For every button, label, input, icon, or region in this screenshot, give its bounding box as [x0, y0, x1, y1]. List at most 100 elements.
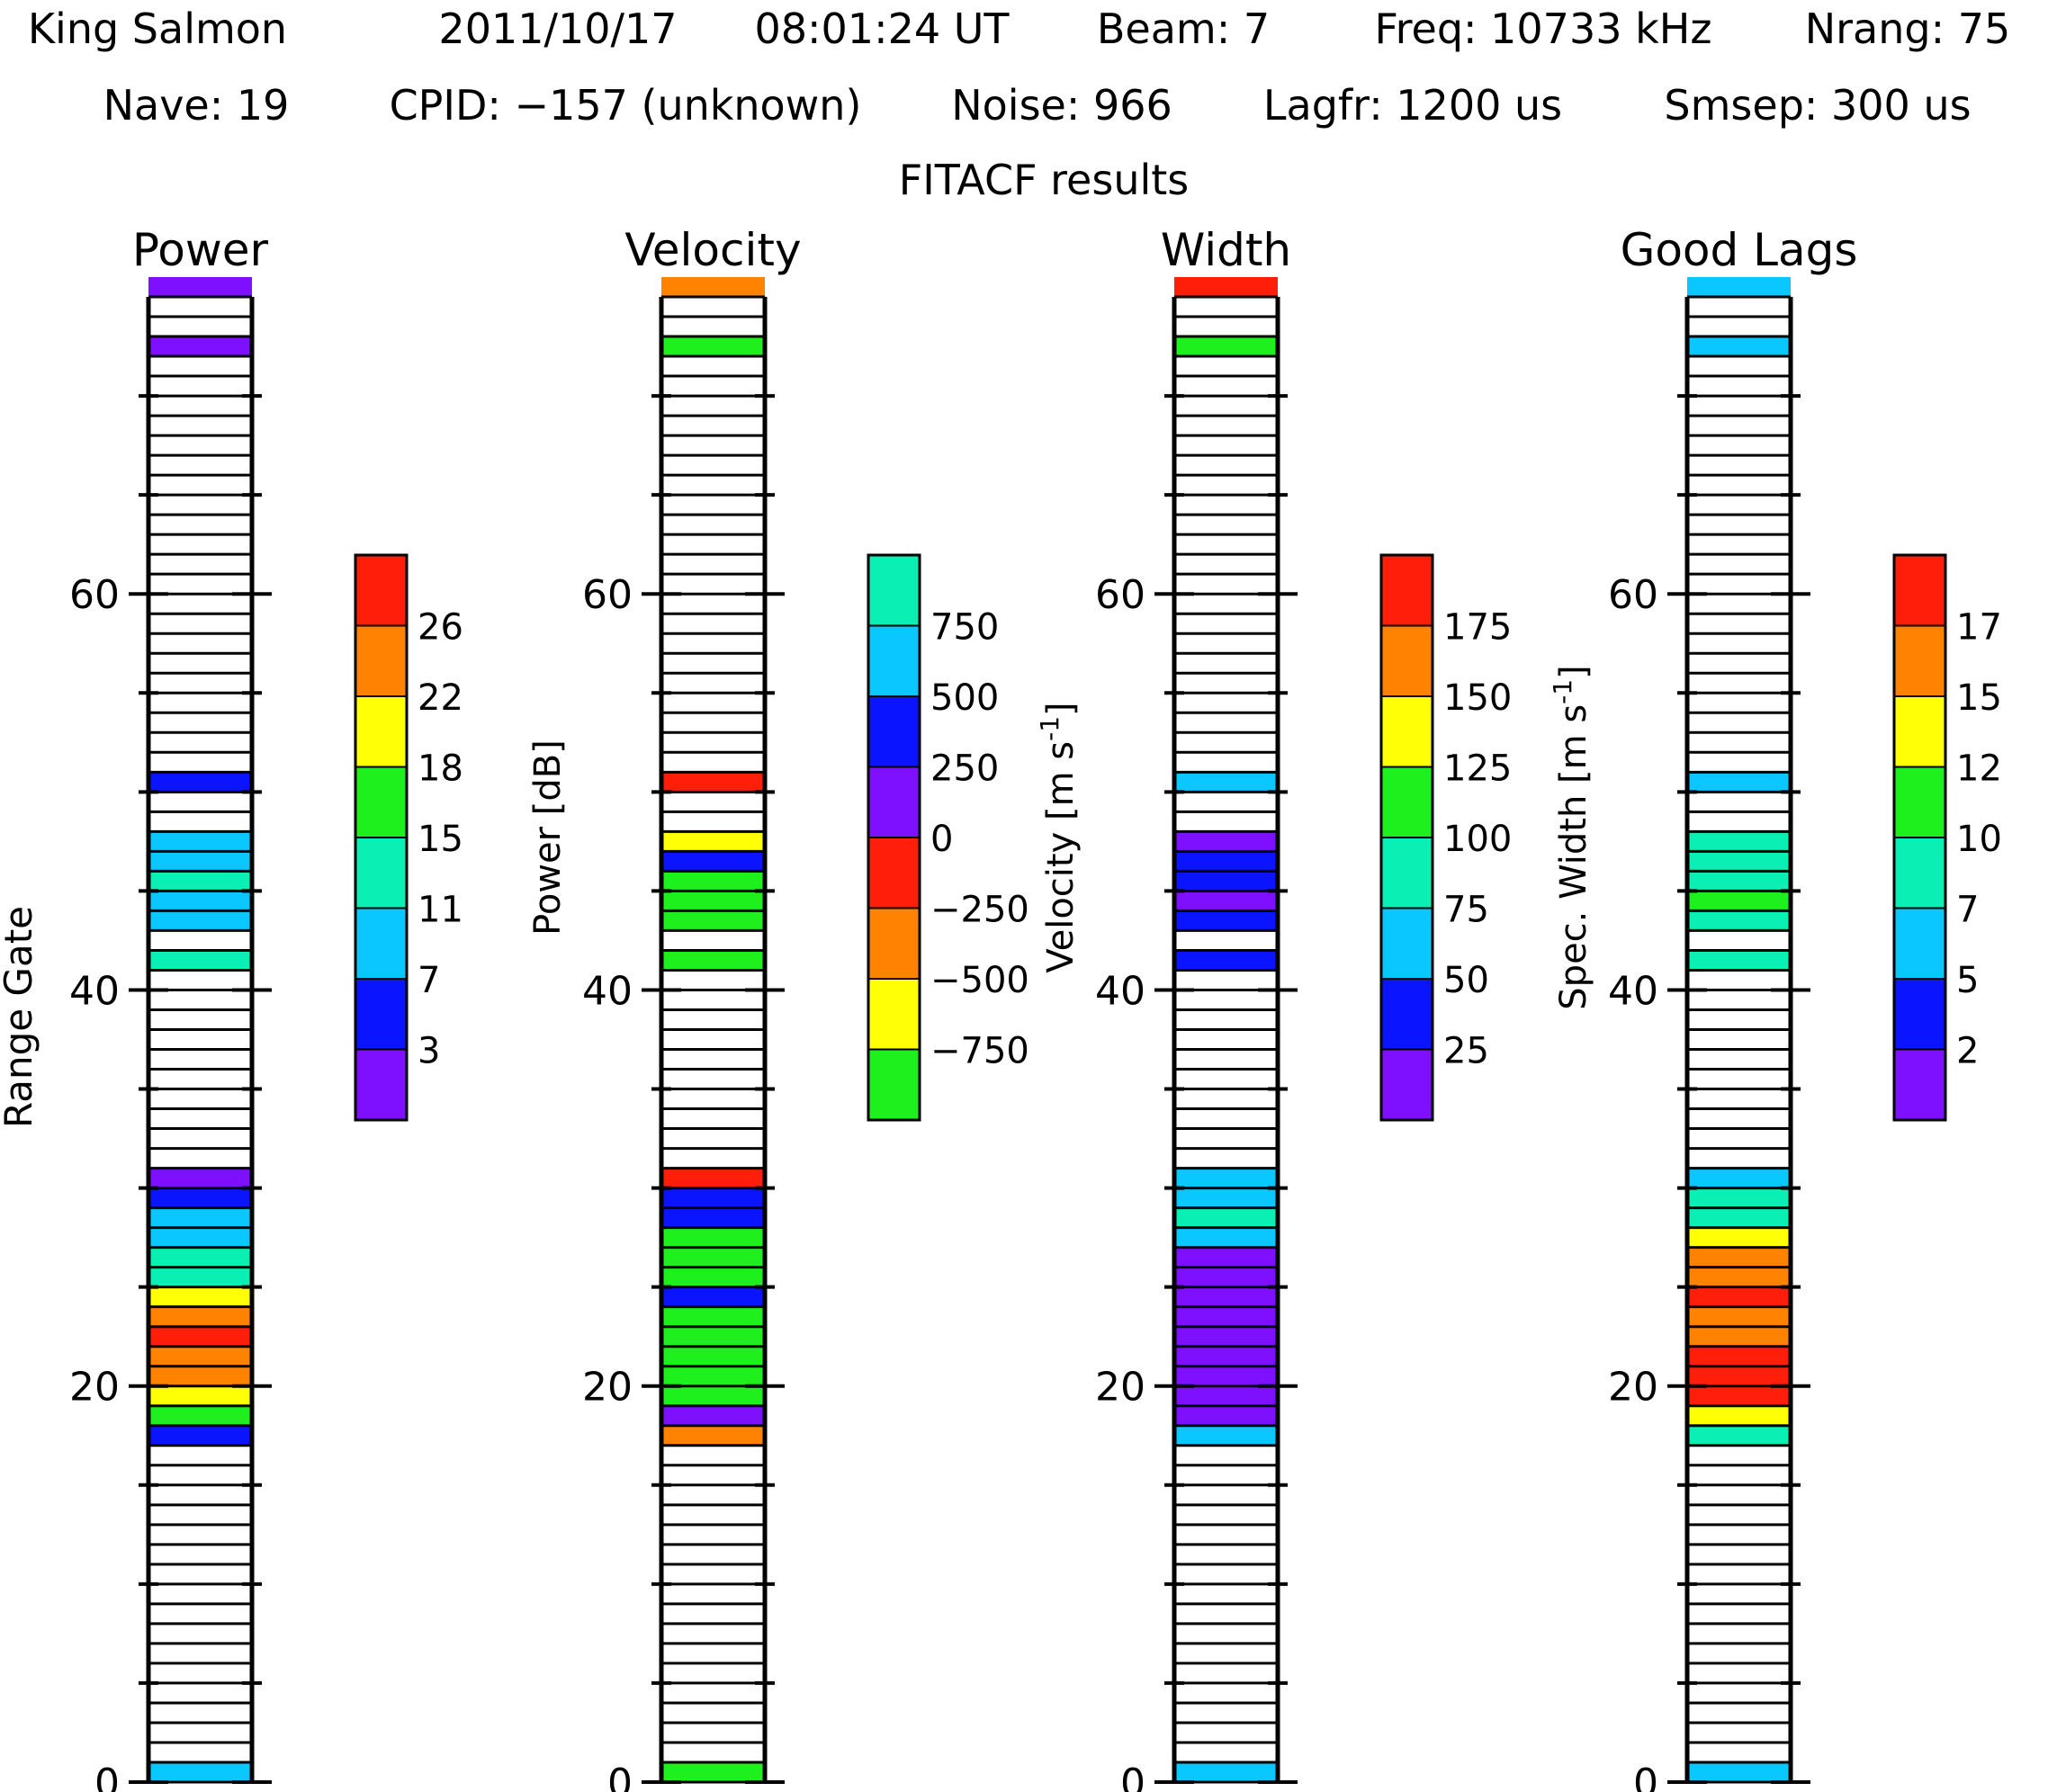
- panel-title: Power: [132, 224, 269, 276]
- colorbar-tick-label: 5: [1956, 960, 1979, 1001]
- colorbar-segment: [355, 555, 407, 626]
- subtitle: FITACF results: [899, 156, 1190, 204]
- range-cell: [1174, 1366, 1278, 1386]
- colorbar-tick-label: 750: [930, 607, 999, 649]
- colorbar-segment: [1894, 908, 1945, 979]
- range-cell: [1174, 772, 1278, 793]
- y-tick-label: 40: [69, 968, 120, 1014]
- colorbar-tick-label: 0: [930, 819, 953, 860]
- panel-velocity: Velocity 0 20 40 60 −750 −500 −250 0 250 500 750 Vel…: [582, 224, 1082, 1792]
- range-cell: [1174, 831, 1278, 852]
- colorbar-tick-label: 2: [1956, 1031, 1979, 1072]
- y-tick-label: 0: [1633, 1761, 1658, 1792]
- range-cell: [661, 871, 765, 892]
- range-cell: [661, 336, 765, 357]
- colorbar-frame: [354, 553, 409, 1122]
- colorbar-segment: [868, 766, 920, 838]
- range-cell: [1174, 1385, 1278, 1406]
- range-cell: [1687, 831, 1791, 852]
- range-cell: [1174, 950, 1278, 971]
- colorbar-tick-label: 7: [418, 960, 440, 1001]
- range-cell: [661, 1267, 765, 1287]
- range-cell: [661, 1385, 765, 1406]
- range-cell: [661, 1187, 765, 1208]
- range-cell: [661, 1247, 765, 1268]
- range-cell: [1687, 1247, 1791, 1268]
- range-cell: [1687, 1385, 1791, 1406]
- colorbar-label: Velocity [m s-1]: [1035, 702, 1082, 972]
- y-tick-label: 60: [1095, 572, 1145, 618]
- colorbar-tick-label: −750: [930, 1031, 1029, 1072]
- colorbar-segment: [355, 1049, 407, 1120]
- colorbar-tick-label: 15: [418, 819, 463, 860]
- colorbar-tick-label: 125: [1443, 748, 1512, 790]
- range-cell: [148, 772, 252, 793]
- colorbar-tick-label: 25: [1443, 1031, 1489, 1072]
- range-cell: [661, 1168, 765, 1188]
- range-cell: [1174, 1168, 1278, 1188]
- range-cell: [148, 831, 252, 852]
- range-cell: [148, 1326, 252, 1347]
- range-cell: [661, 910, 765, 931]
- range-cell: [148, 891, 252, 911]
- range-cell: [148, 1207, 252, 1228]
- range-cell: [1687, 1187, 1791, 1208]
- range-cell: [1687, 772, 1791, 793]
- colorbar-segment: [1381, 838, 1433, 909]
- range-cell: [1687, 1267, 1791, 1287]
- colorbar-frame: [1892, 553, 1947, 1122]
- y-tick-label: 20: [69, 1365, 120, 1411]
- colorbar-segment: [355, 838, 407, 909]
- colorbar-tick-label: 100: [1443, 819, 1512, 860]
- colorbar-segment: [1381, 908, 1433, 979]
- y-axis-label: Range Gate: [0, 906, 40, 1128]
- range-cell: [148, 910, 252, 931]
- range-cell: [1687, 1761, 1791, 1782]
- range-cell: [1687, 1168, 1791, 1188]
- range-cell: [148, 1286, 252, 1307]
- colorbar-segment: [1894, 625, 1945, 696]
- range-cell: [1687, 1306, 1791, 1327]
- range-cell: [148, 1346, 252, 1366]
- header-cpid: CPID: −157 (unknown): [390, 81, 862, 130]
- range-cell: [1687, 276, 1791, 297]
- colorbar-tick-label: 50: [1443, 960, 1489, 1001]
- colorbar-tick-label: 15: [1956, 677, 2002, 719]
- range-cell: [1174, 1326, 1278, 1347]
- range-cell: [661, 1405, 765, 1426]
- colorbar-frame: [1379, 553, 1434, 1122]
- header-lagfr: Lagfr: 1200 us: [1263, 81, 1562, 130]
- range-cell: [1174, 1227, 1278, 1248]
- range-cell: [148, 950, 252, 971]
- range-cell: [1687, 1425, 1791, 1446]
- range-cell: [1174, 336, 1278, 357]
- y-tick-label: 20: [582, 1365, 633, 1411]
- header-time: 08:01:24 UT: [755, 4, 1011, 53]
- range-cell: [661, 1207, 765, 1228]
- range-cell: [1687, 1227, 1791, 1248]
- range-cell: [1174, 1425, 1278, 1446]
- range-cell: [1174, 1187, 1278, 1208]
- y-tick-label: 40: [1608, 968, 1658, 1014]
- colorbar-segment: [868, 555, 920, 626]
- colorbar-segment: [355, 979, 407, 1050]
- range-cell: [661, 1346, 765, 1366]
- colorbar-tick-label: 3: [418, 1031, 440, 1072]
- range-cell: [1687, 1207, 1791, 1228]
- y-tick-label: 0: [1120, 1761, 1145, 1792]
- colorbar-tick-label: −250: [930, 890, 1029, 931]
- colorbar-segment: [1381, 766, 1433, 838]
- range-cell: [1174, 1207, 1278, 1228]
- colorbar-label-sup: -1: [1035, 716, 1064, 741]
- range-cell: [1174, 1286, 1278, 1307]
- y-tick-label: 60: [69, 572, 120, 618]
- colorbar-segment: [868, 838, 920, 909]
- range-cell: [1687, 891, 1791, 911]
- range-cell: [661, 851, 765, 872]
- range-cell: [148, 276, 252, 297]
- range-cell: [148, 1187, 252, 1208]
- header-freq: Freq: 10733 kHz: [1375, 4, 1712, 53]
- colorbar-tick-label: 11: [418, 890, 463, 931]
- range-cell: [661, 950, 765, 971]
